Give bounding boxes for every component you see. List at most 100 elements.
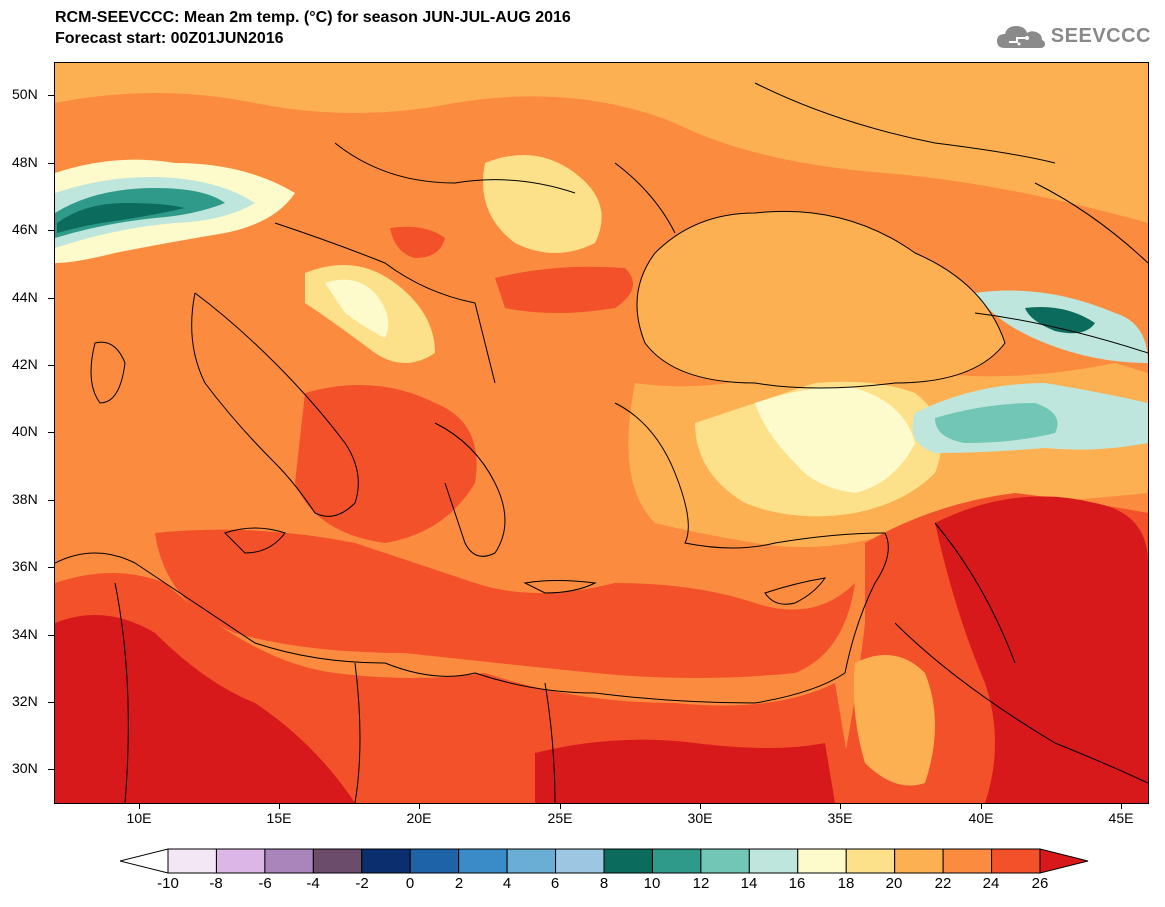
danube-hot-zone <box>495 266 633 313</box>
egypt-hottest-zone <box>535 739 835 803</box>
lon-tick <box>840 803 841 809</box>
black-sea-zone <box>637 211 1005 388</box>
lon-tick <box>560 803 561 809</box>
lat-label-32n: 32N <box>12 693 38 709</box>
lon-label-25e: 25E <box>547 810 573 826</box>
tyrrhenian-mild-zone <box>115 311 255 466</box>
jordan-mild-zone <box>853 655 935 786</box>
colorbar-label: 16 <box>788 875 806 892</box>
colorbar-cell <box>991 848 1041 874</box>
mesopotamia-hottest-zone <box>935 496 1148 803</box>
turkey-coast <box>614 402 886 549</box>
east-turkey-peak-zone <box>935 403 1058 443</box>
chart-subtitle: Forecast start: 00Z01JUN2016 <box>55 30 284 47</box>
colorbar-cell <box>748 848 799 874</box>
colorbar-label: 2 <box>454 875 464 892</box>
italy-coast <box>191 292 359 517</box>
colorbar <box>120 848 1089 874</box>
colorbar-low-arrow <box>120 848 169 874</box>
colorbar-label: 18 <box>837 875 855 892</box>
border-5 <box>544 682 556 803</box>
lon-label-10e: 10E <box>126 810 152 826</box>
lat-tick <box>48 163 54 164</box>
colorbar-label: 20 <box>885 875 903 892</box>
lat-tick <box>48 769 54 770</box>
coastlines <box>55 82 1148 803</box>
lon-tick <box>139 803 140 809</box>
lat-label-34n: 34N <box>12 626 38 642</box>
colorbar-label: -6 <box>258 875 272 892</box>
lat-tick <box>48 432 54 433</box>
colorbar-cell <box>603 848 653 874</box>
colorbar-label: 24 <box>982 875 1000 892</box>
lat-tick <box>48 298 54 299</box>
lat-label-42n: 42N <box>12 356 38 372</box>
border-11 <box>754 82 1056 164</box>
colorbar-cells <box>167 848 1041 874</box>
lat-tick <box>48 95 54 96</box>
colorbar-label: 0 <box>405 875 415 892</box>
colorbar-cell <box>167 848 217 874</box>
lat-label-50n: 50N <box>12 86 38 102</box>
colorbar-cell <box>312 848 363 874</box>
colorbar-label: -8 <box>209 875 223 892</box>
chart-title: RCM-SEEVCCC: Mean 2m temp. (°C) for seas… <box>55 9 571 26</box>
cloud-icon <box>996 26 1045 48</box>
anatolia-cold-zone <box>755 387 915 493</box>
balkan-cold-zone <box>325 279 389 338</box>
border-7 <box>274 222 476 304</box>
caucasus-peak-zone <box>1025 307 1095 334</box>
caspian-ridge <box>974 312 1148 354</box>
border-9 <box>474 302 496 384</box>
temperature-map <box>54 62 1149 804</box>
colorbar-label: 12 <box>692 875 710 892</box>
lat-tick <box>48 635 54 636</box>
colorbar-cell <box>458 848 508 874</box>
north-mild-zone <box>55 63 1148 223</box>
lon-label-15e: 15E <box>266 810 292 826</box>
lat-tick <box>48 365 54 366</box>
colorbar-label: 10 <box>643 875 661 892</box>
border-3 <box>114 582 129 803</box>
colorbar-label: 14 <box>740 875 758 892</box>
lat-label-40n: 40N <box>12 423 38 439</box>
lon-label-45e: 45E <box>1108 810 1134 826</box>
colorbar-label: -4 <box>306 875 320 892</box>
lon-label-40e: 40E <box>968 810 994 826</box>
logo-text: SEEVCCC <box>1050 24 1151 47</box>
ionian-hot-zone <box>295 385 477 543</box>
colorbar-cell <box>215 848 266 874</box>
lat-label-30n: 30N <box>12 760 38 776</box>
border-10 <box>1034 182 1148 264</box>
colorbar-label: 4 <box>502 875 512 892</box>
lat-tick <box>48 567 54 568</box>
colorbar-label: 26 <box>1031 875 1049 892</box>
colorbar-label: 8 <box>599 875 609 892</box>
levant-coast <box>844 532 889 674</box>
colorbar-cell <box>506 848 557 874</box>
central-med-hot-zone <box>155 529 855 678</box>
lon-tick <box>981 803 982 809</box>
border-4 <box>354 662 361 803</box>
pannonian-hot-zone <box>390 226 445 258</box>
lat-label-38n: 38N <box>12 491 38 507</box>
lon-tick <box>700 803 701 809</box>
cyprus-coast <box>764 577 827 605</box>
lon-label-35e: 35E <box>827 810 853 826</box>
lat-label-46n: 46N <box>12 221 38 237</box>
colorbar-cell <box>555 848 605 874</box>
lat-tick <box>48 230 54 231</box>
lat-label-44n: 44N <box>12 289 38 305</box>
colorbar-cell <box>361 848 411 874</box>
lat-tick <box>48 500 54 501</box>
seevccc-logo: SEEVCCC <box>995 22 1151 50</box>
colorbar-cell <box>409 848 460 874</box>
black-sea-coast <box>636 210 1006 389</box>
lon-label-20e: 20E <box>406 810 432 826</box>
sicily-coast <box>224 527 286 554</box>
border-6 <box>334 142 576 194</box>
colorbar-high-arrow <box>1039 848 1089 874</box>
alps-summit-zone <box>57 203 185 233</box>
africa-coast <box>55 552 846 704</box>
lat-tick <box>48 702 54 703</box>
